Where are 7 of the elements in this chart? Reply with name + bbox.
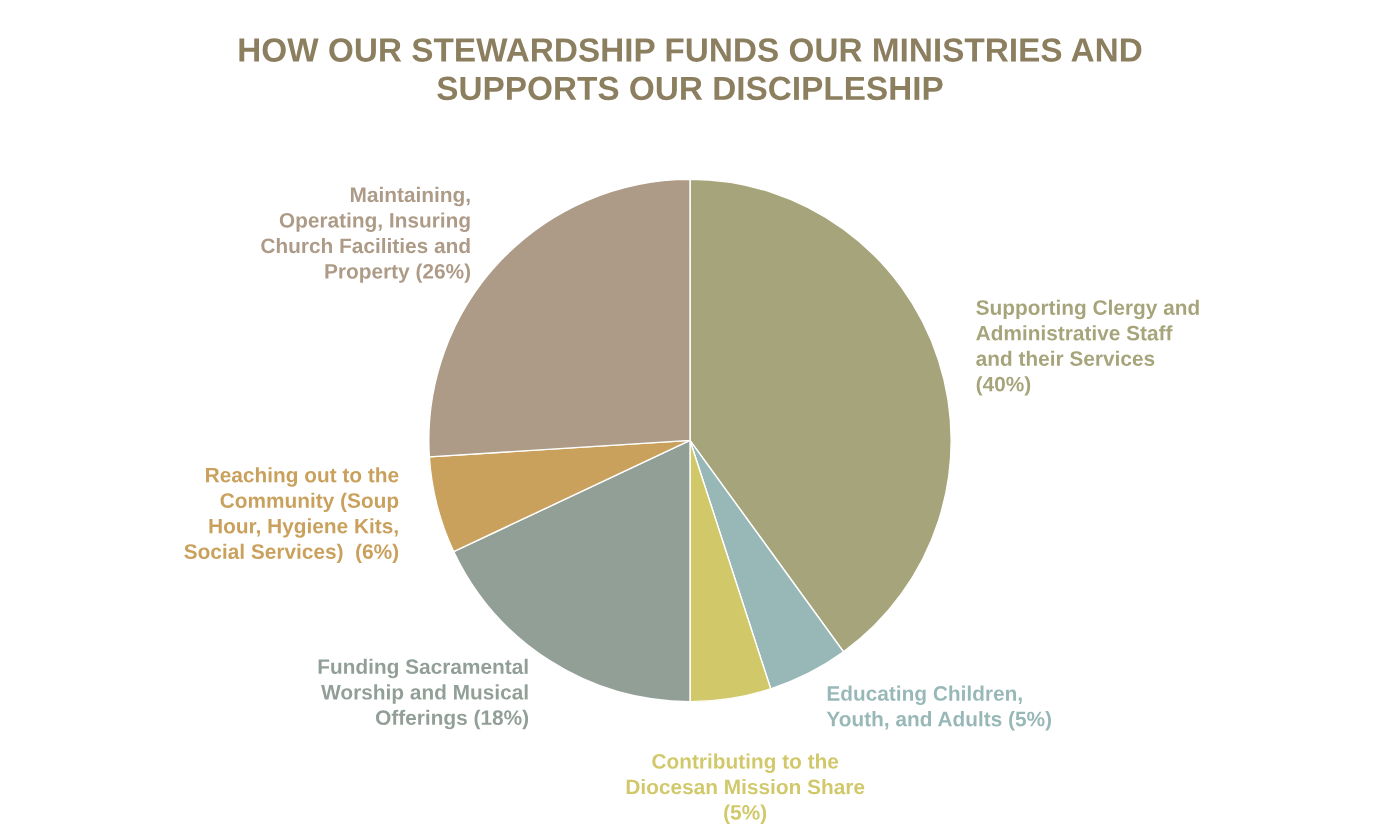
slice-label: Contributing to the Diocesan Mission Share (5%) (626, 753, 865, 824)
slice-label: Reaching out to the Community (Soup Hour, Hygiene Kits, Social Services) (6%) (184, 467, 399, 564)
slice-label: Supporting Clergy and Administrative Staff and their Services (40%) (976, 299, 1199, 396)
slice-label: Educating Children, Youth, and Adults (5%) (826, 685, 1051, 731)
chart-title: HOW OUR STEWARDSHIP FUNDS OUR MINISTRIES AND SUPPORTS OUR DISCIPLESHIP (239, 38, 1142, 101)
slice-label: Funding Sacramental Worship and Musical Offerings (18%) (318, 658, 529, 730)
slice-label: Maintaining, Operating, Insuring Church Facilities and Property (26%) (261, 186, 471, 283)
